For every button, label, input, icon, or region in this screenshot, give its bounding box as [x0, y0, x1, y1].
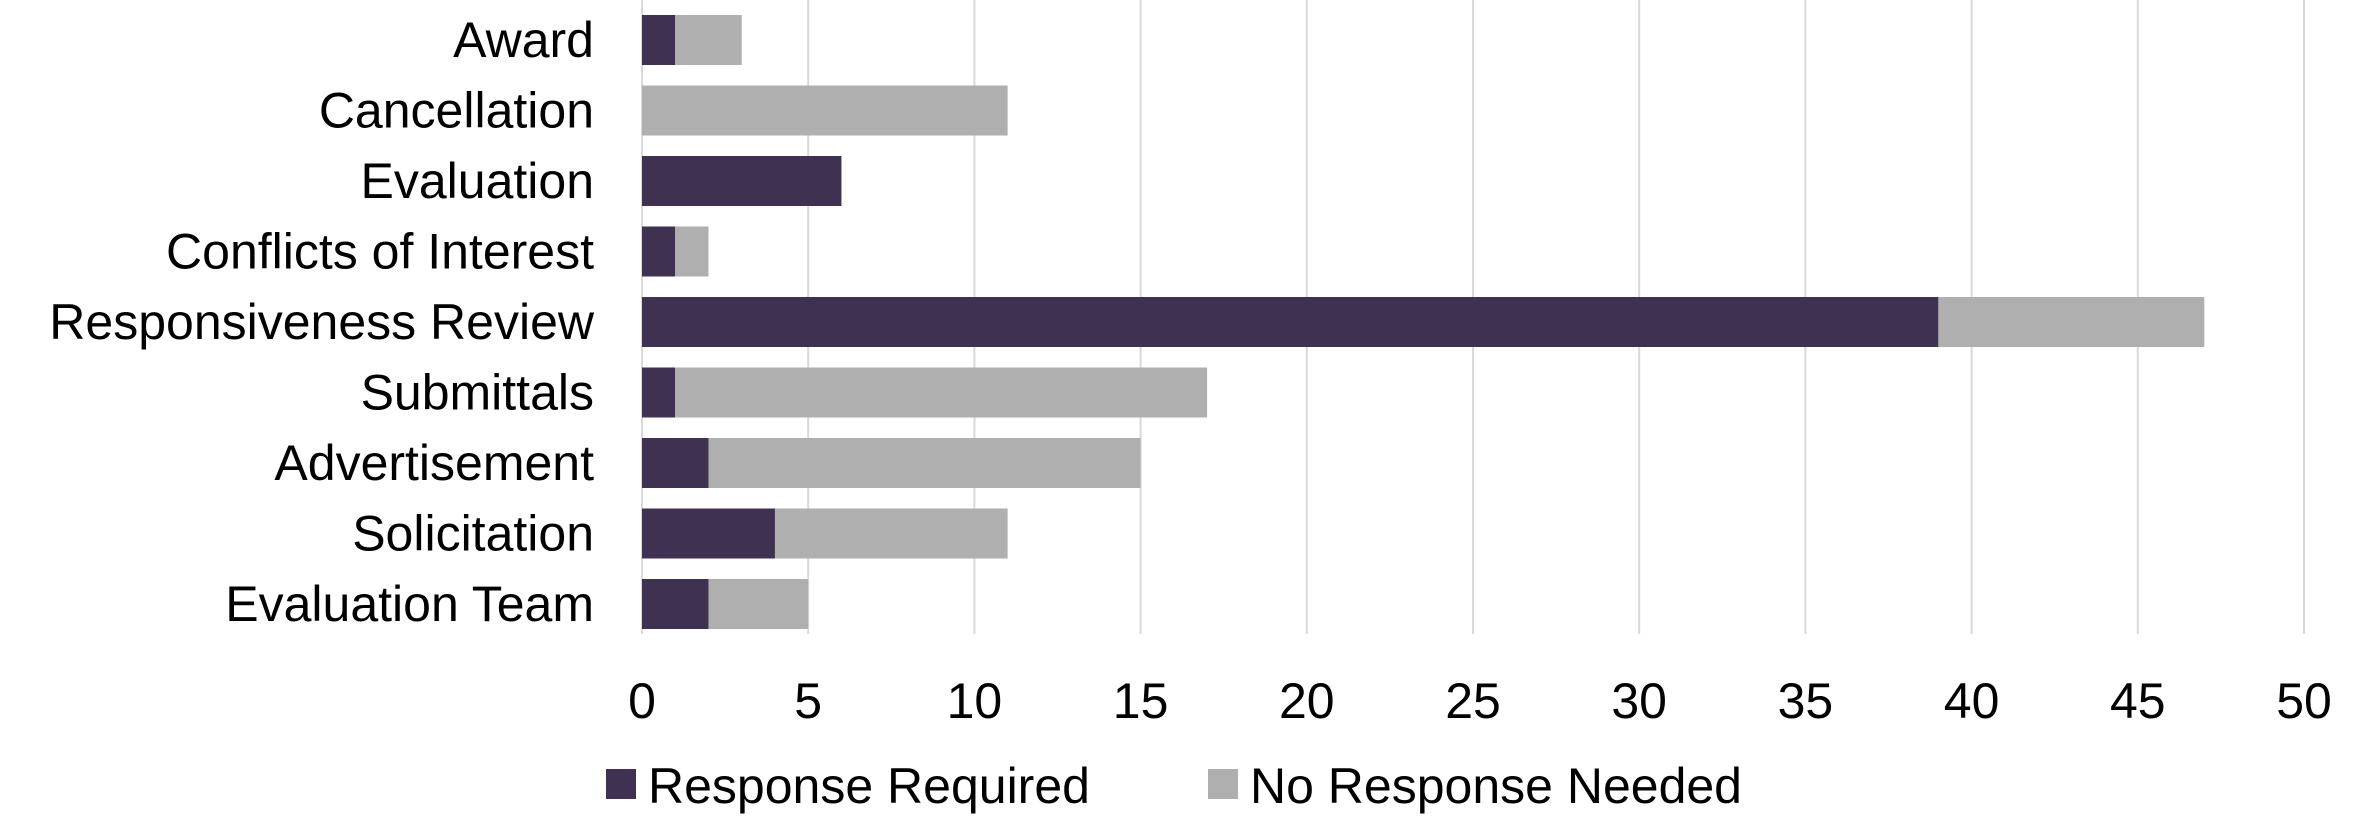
x-tick-label: 30 — [1611, 673, 1667, 729]
bar-no-response-needed — [642, 85, 1008, 136]
legend-swatch — [1208, 769, 1238, 799]
x-tick-label: 20 — [1279, 673, 1335, 729]
category-label: Cancellation — [319, 83, 594, 139]
bar-no-response-needed — [675, 15, 742, 65]
bar-no-response-needed — [675, 226, 709, 277]
bar-response-required — [642, 297, 1939, 347]
x-tick-label: 10 — [947, 673, 1003, 729]
category-label: Responsiveness Review — [49, 294, 595, 350]
category-label: Award — [453, 12, 594, 68]
legend-swatch — [606, 769, 636, 799]
bar-response-required — [642, 367, 676, 418]
x-tick-label: 0 — [628, 673, 656, 729]
category-label: Evaluation Team — [225, 576, 594, 632]
bar-no-response-needed — [1938, 297, 2205, 347]
x-tick-labels: 0 5 10 15 20 25 30 35 40 45 50 — [628, 673, 2332, 729]
bars — [642, 15, 2205, 629]
category-labels: Award Cancellation Evaluation Conflicts of … — [49, 12, 595, 632]
bar-no-response-needed — [708, 579, 809, 629]
legend: Response Required No Response Needed — [606, 758, 1742, 814]
x-tick-label: 40 — [1944, 673, 2000, 729]
x-tick-label: 25 — [1445, 673, 1501, 729]
category-label: Advertisement — [274, 435, 594, 491]
legend-label: No Response Needed — [1250, 758, 1742, 814]
x-tick-label: 50 — [2276, 673, 2332, 729]
category-label: Conflicts of Interest — [166, 224, 594, 280]
bar-no-response-needed — [675, 367, 1208, 418]
x-tick-label: 5 — [794, 673, 822, 729]
category-label: Solicitation — [352, 506, 594, 562]
bar-response-required — [642, 226, 676, 277]
x-tick-label: 45 — [2110, 673, 2166, 729]
legend-label: Response Required — [648, 758, 1090, 814]
category-label: Evaluation — [361, 153, 595, 209]
x-tick-label: 35 — [1778, 673, 1834, 729]
bar-response-required — [642, 438, 709, 488]
x-tick-label: 15 — [1113, 673, 1169, 729]
bar-no-response-needed — [708, 438, 1141, 488]
category-label: Submittals — [361, 365, 594, 421]
bar-response-required — [642, 579, 709, 629]
bar-response-required — [642, 15, 676, 65]
bar-no-response-needed — [774, 508, 1008, 559]
bar-response-required — [642, 156, 842, 206]
bar-response-required — [642, 508, 775, 559]
